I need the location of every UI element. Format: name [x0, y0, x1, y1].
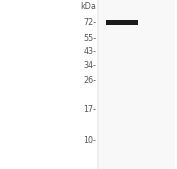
Text: 34-: 34- [84, 61, 96, 70]
Text: 17-: 17- [84, 105, 96, 114]
Text: kDa: kDa [81, 2, 96, 11]
Text: 72-: 72- [83, 18, 96, 27]
Text: 26-: 26- [84, 76, 96, 85]
Text: 55-: 55- [83, 33, 96, 43]
Text: 43-: 43- [84, 47, 96, 56]
Bar [97, 0, 175, 169]
Bar [106, 20, 138, 25]
Text: 10-: 10- [84, 136, 96, 145]
